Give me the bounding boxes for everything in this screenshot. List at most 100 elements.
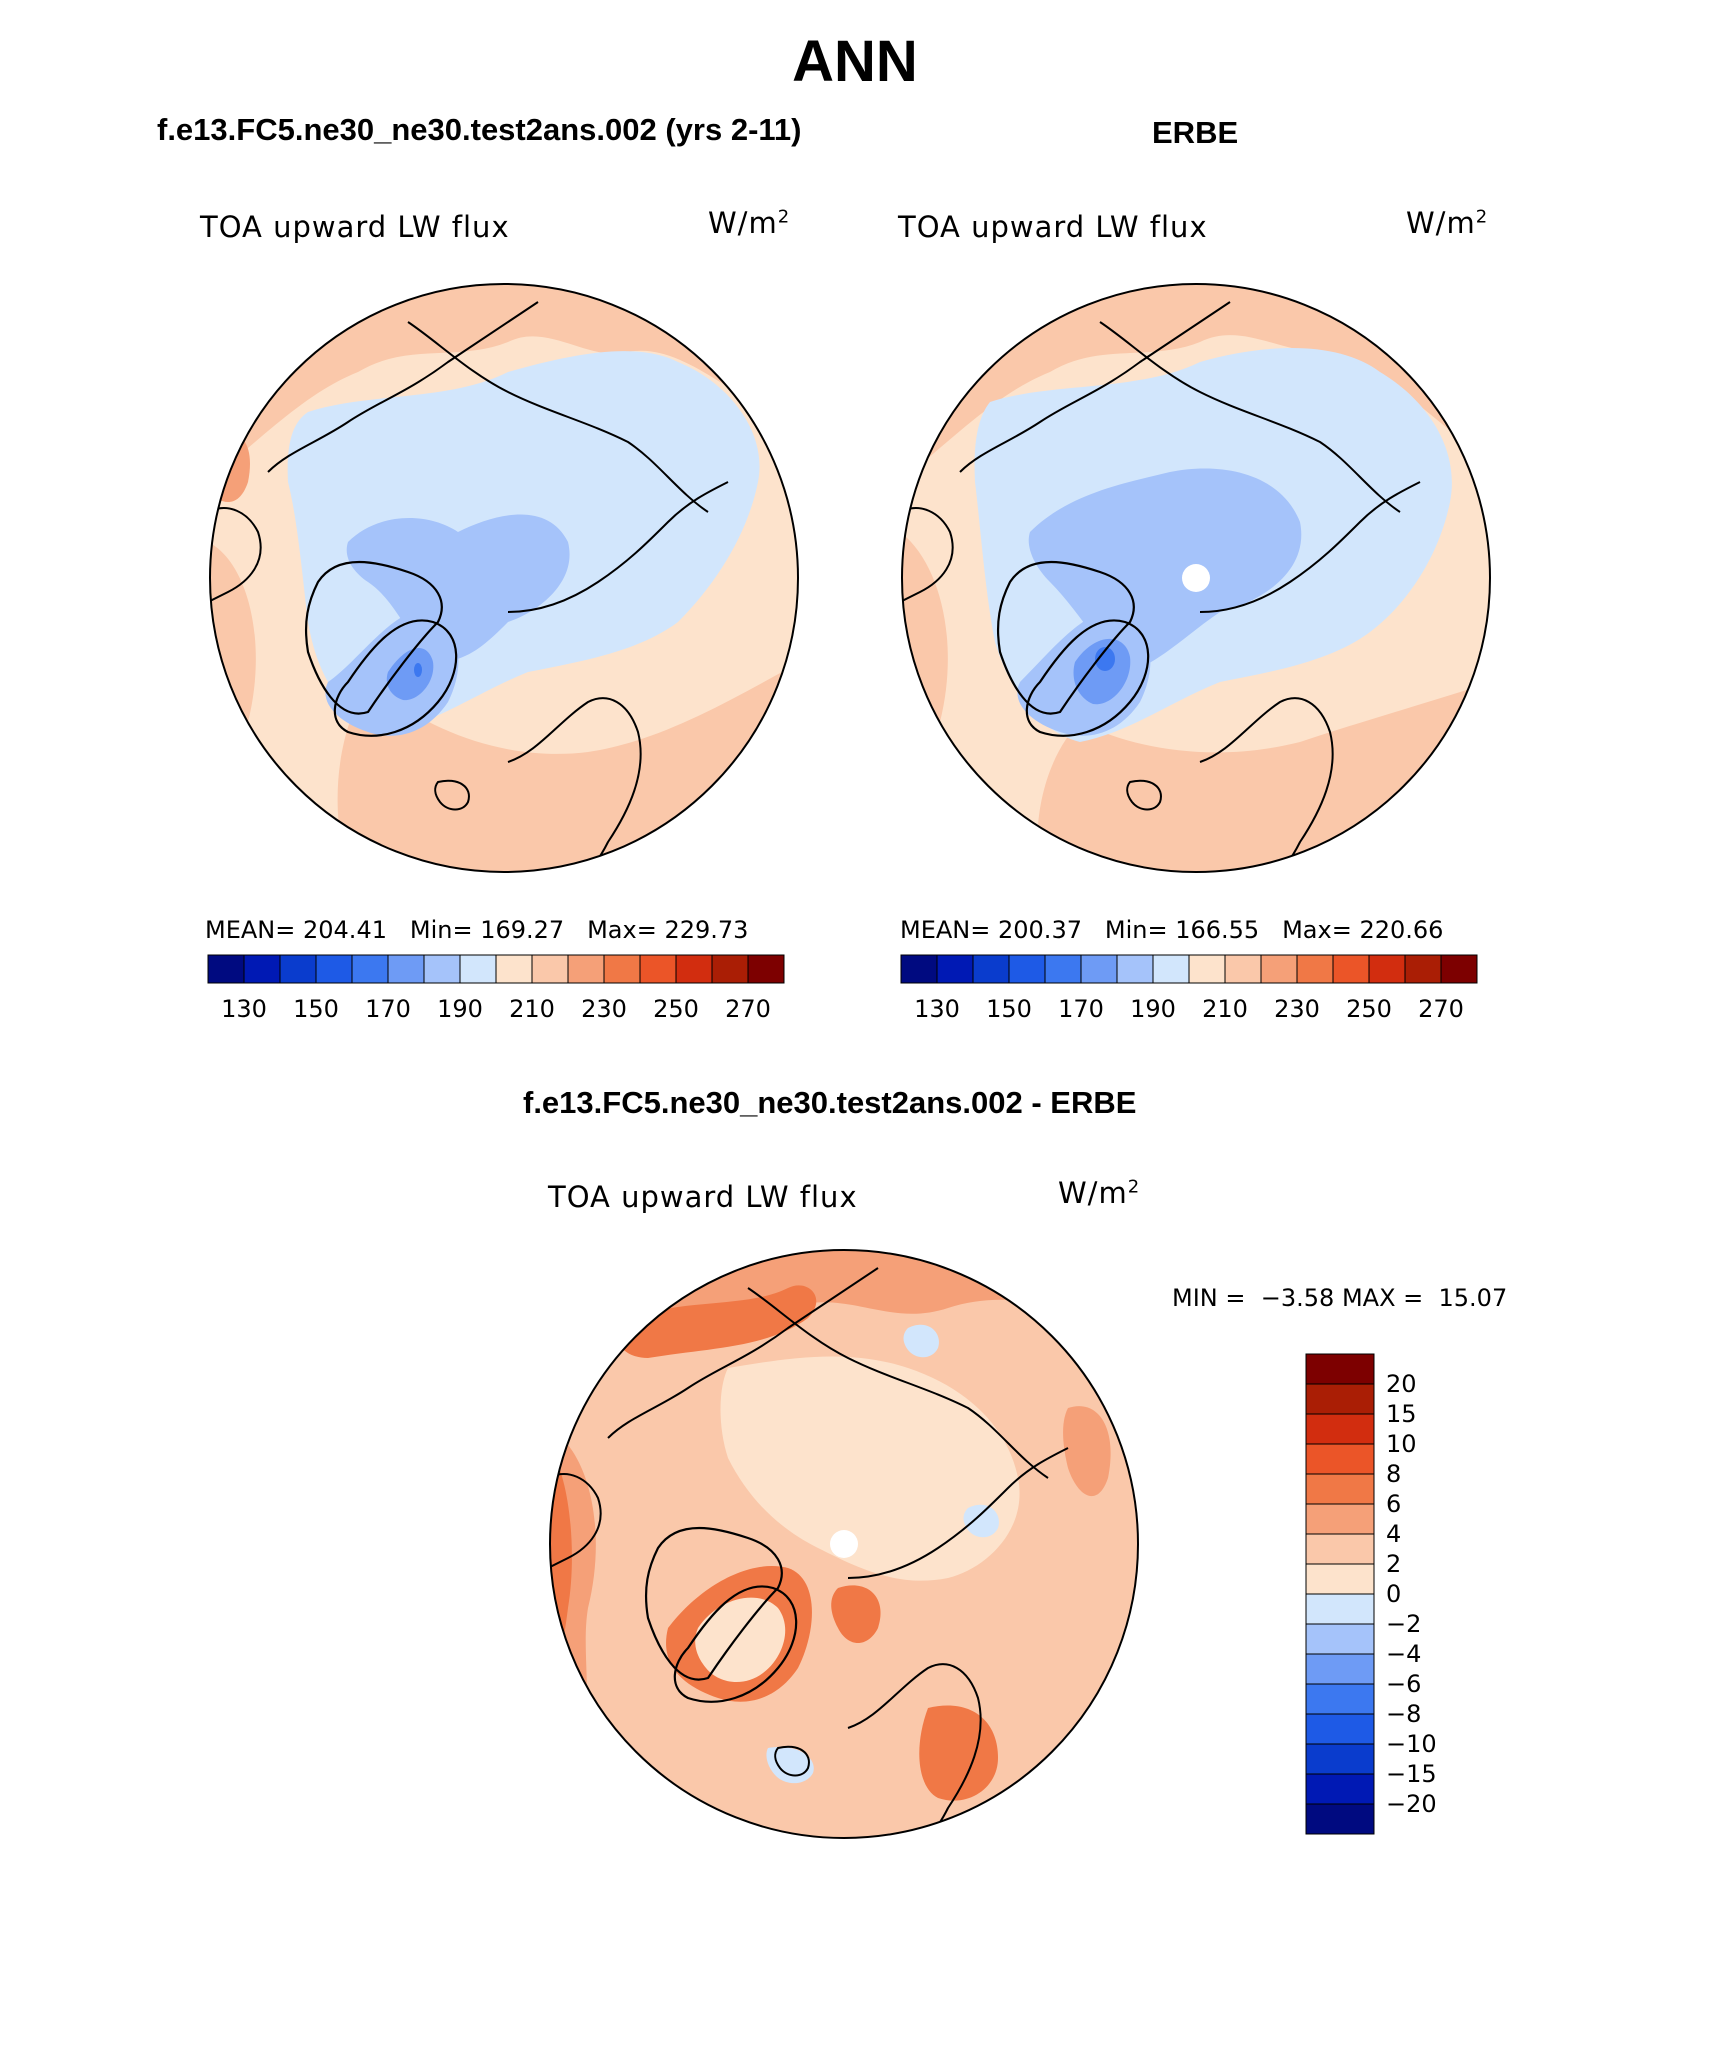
colorbar-model-swatch xyxy=(639,954,677,984)
colorbar-model-tick-label: 270 xyxy=(725,995,771,1023)
coastline xyxy=(1099,321,1401,513)
coastline xyxy=(333,619,458,737)
stats-diff: MIN = −3.58 MAX = 15.07 xyxy=(1172,1284,1508,1312)
coastline xyxy=(1199,697,1334,872)
colorbar-diff-tick-label: −20 xyxy=(1386,1790,1437,1818)
colorbar-model-swatch xyxy=(423,954,461,984)
colorbar-model-swatch xyxy=(459,954,497,984)
coastline xyxy=(847,1663,982,1838)
colorbar-diff-swatch xyxy=(1305,1773,1375,1805)
colorbar-model-swatch xyxy=(495,954,533,984)
colorbar-diff-tick-label: −6 xyxy=(1386,1670,1421,1698)
contour-region xyxy=(919,1705,998,1801)
coastline xyxy=(607,1267,879,1439)
colorbar-diff-tick-label: 10 xyxy=(1386,1430,1417,1458)
colorbar-model-tick-label: 210 xyxy=(509,995,555,1023)
coastline xyxy=(673,1585,798,1703)
colorbar-diff-swatch xyxy=(1305,1683,1375,1715)
colorbar-model-tick-label: 250 xyxy=(653,995,699,1023)
contour-region xyxy=(346,514,570,662)
colorbar-diff-tick-label: −15 xyxy=(1386,1760,1437,1788)
contour-region xyxy=(617,1285,817,1358)
colorbar-obs-swatch xyxy=(1116,954,1154,984)
contour-region xyxy=(902,284,1490,482)
colorbar-model-swatch xyxy=(279,954,317,984)
colorbar-diff-tick-label: −2 xyxy=(1386,1610,1421,1638)
colorbar-obs: 130 150 170 190 210 230 250 270 xyxy=(900,954,1478,1023)
colorbar-model-swatch xyxy=(567,954,605,984)
colorbar-model: 130 150 170 190 210 230 250 270 xyxy=(207,954,785,1023)
coastline xyxy=(1126,779,1162,811)
contour-region xyxy=(1063,1406,1111,1497)
coastline xyxy=(550,1473,602,1569)
colorbar-diff-swatch xyxy=(1305,1443,1375,1475)
colorbar-model-tick-label: 150 xyxy=(293,995,339,1023)
coastline xyxy=(434,779,470,811)
colorbar-diff-tick-label: 15 xyxy=(1386,1400,1417,1428)
units-diff: W/m2 xyxy=(1058,1176,1141,1210)
colorbar-obs-swatch xyxy=(1188,954,1226,984)
coastline xyxy=(847,1447,1069,1579)
coastline xyxy=(1199,481,1421,613)
colorbar-diff-swatch xyxy=(1305,1803,1375,1835)
units-model: W/m2 xyxy=(708,206,791,240)
colorbar-model-swatch xyxy=(531,954,569,984)
colorbar-model-tick-label: 190 xyxy=(437,995,483,1023)
colorbar-diff-swatch xyxy=(1305,1743,1375,1775)
map-boundary xyxy=(901,283,1491,873)
colorbar-model-swatch xyxy=(315,954,353,984)
colorbar-model-tick-label: 170 xyxy=(365,995,411,1023)
colorbar-model-tick-label: 230 xyxy=(581,995,627,1023)
colorbar-model-swatch xyxy=(711,954,749,984)
colorbar-diff-tick-label: 2 xyxy=(1386,1550,1401,1578)
colorbar-obs-swatch xyxy=(1044,954,1082,984)
colorbar-model-swatch xyxy=(387,954,425,984)
pole-missing-data xyxy=(830,1530,858,1558)
colorbar-obs-swatch xyxy=(1440,954,1478,984)
polar-map-obs xyxy=(901,283,1491,873)
coastline xyxy=(747,1287,1049,1479)
polar-map-diff xyxy=(549,1249,1139,1839)
colorbar-model-swatch xyxy=(675,954,713,984)
coastline xyxy=(644,1527,783,1681)
field-name-obs: TOA upward LW flux xyxy=(898,210,1208,244)
colorbar-diff-tick-label: 4 xyxy=(1386,1520,1401,1548)
field-name-model: TOA upward LW flux xyxy=(200,210,510,244)
colorbar-diff-swatch xyxy=(1305,1473,1375,1505)
units-obs: W/m2 xyxy=(1406,206,1489,240)
colorbar-obs-swatch xyxy=(1008,954,1046,984)
colorbar-model-swatch xyxy=(243,954,281,984)
colorbar-obs-tick-label: 130 xyxy=(914,995,960,1023)
colorbar-obs-swatch xyxy=(1260,954,1298,984)
map-boundary xyxy=(209,283,799,873)
panel-title-diff: f.e13.FC5.ne30_ne30.test2ans.002 - ERBE xyxy=(523,1085,1137,1120)
coastline xyxy=(902,507,954,603)
map-boundary xyxy=(549,1249,1139,1839)
coastline xyxy=(996,561,1135,715)
contour-region xyxy=(695,1597,786,1683)
colorbar-obs-tick-label: 170 xyxy=(1058,995,1104,1023)
contour-region xyxy=(1073,638,1131,705)
colorbar-obs-swatch xyxy=(1152,954,1190,984)
colorbar-obs-tick-label: 190 xyxy=(1130,995,1176,1023)
contour-region xyxy=(720,1356,1020,1581)
colorbar-obs-tick-label: 230 xyxy=(1274,995,1320,1023)
colorbar-diff-swatch xyxy=(1305,1533,1375,1565)
colorbar-obs-swatch xyxy=(1296,954,1334,984)
coastline xyxy=(1025,619,1150,737)
colorbar-obs-swatch xyxy=(936,954,974,984)
colorbar-obs-swatch xyxy=(972,954,1010,984)
colorbar-model-tick-label: 130 xyxy=(221,995,267,1023)
colorbar-diff-tick-label: −10 xyxy=(1386,1730,1437,1758)
colorbar-diff-tick-label: 0 xyxy=(1386,1580,1401,1608)
colorbar-diff-swatch xyxy=(1305,1383,1375,1415)
contour-region xyxy=(963,1504,999,1538)
colorbar-diff-swatch xyxy=(1305,1413,1375,1445)
contour-region xyxy=(414,663,422,677)
panel-title-model: f.e13.FC5.ne30_ne30.test2ans.002 (yrs 2-… xyxy=(157,112,802,147)
colorbar-diff-tick-label: −4 xyxy=(1386,1640,1421,1668)
colorbar-diff-swatch xyxy=(1305,1353,1375,1385)
coastline xyxy=(507,697,642,872)
panel-title-obs: ERBE xyxy=(1152,115,1239,150)
